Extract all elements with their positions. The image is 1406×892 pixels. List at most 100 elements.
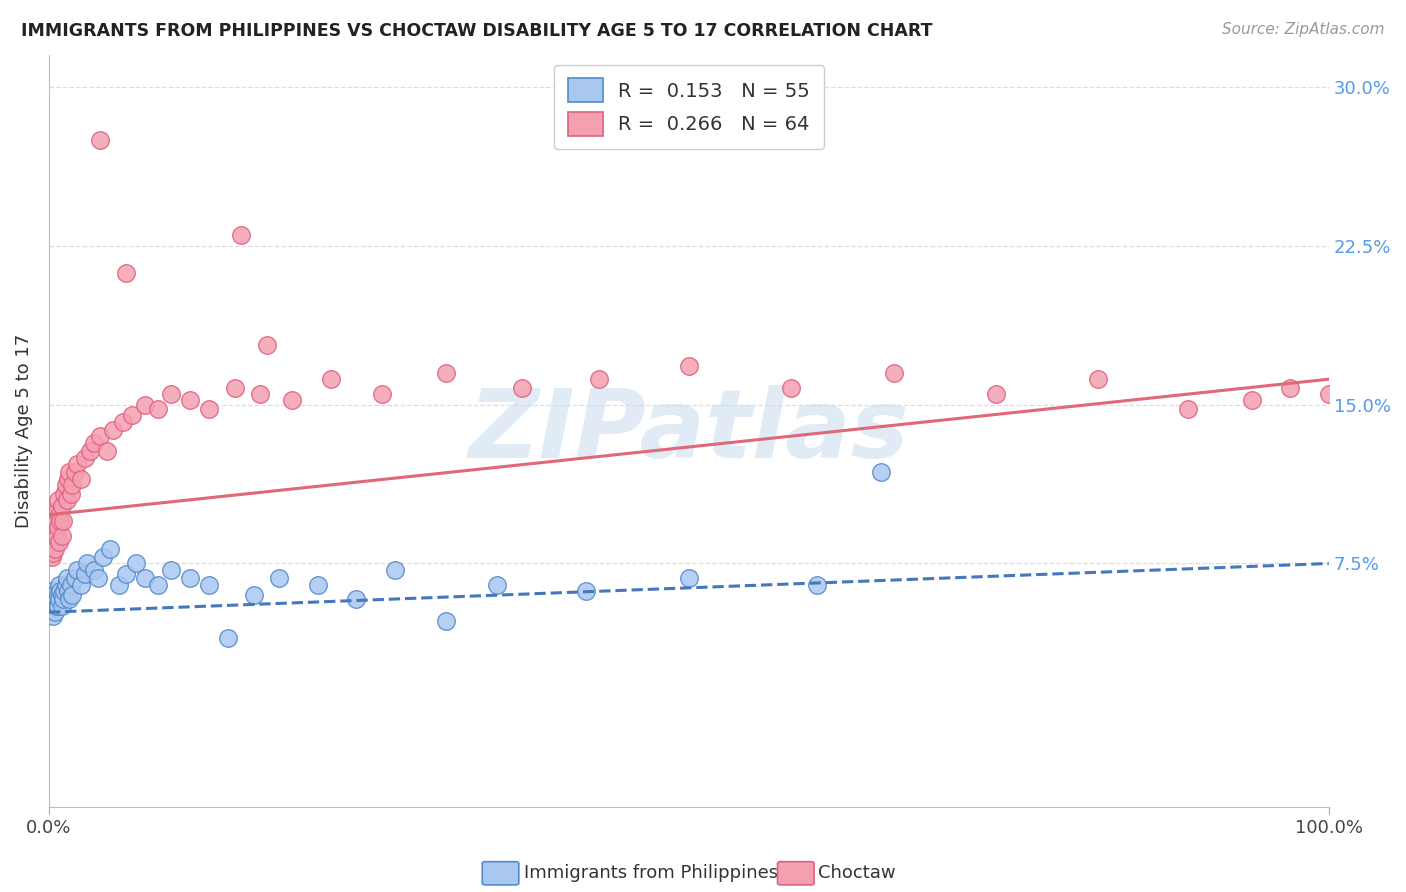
Point (63, 571, 86, 585)
Point (869, 466, 891, 480)
Point (485, 577, 508, 591)
Point (1087, 372, 1109, 386)
Legend: R =  0.153   N = 55, R =  0.266   N = 64: R = 0.153 N = 55, R = 0.266 N = 64 (554, 65, 824, 149)
Point (51, 529, 73, 543)
Point (108, 577, 131, 591)
Point (46, 588, 69, 602)
Point (146, 577, 169, 591)
Text: ZIPatlas: ZIPatlas (468, 384, 910, 477)
Point (44, 541, 66, 556)
Point (46, 492, 69, 507)
Point (56, 492, 79, 507)
Point (229, 228, 252, 243)
Point (56, 472, 79, 486)
Point (281, 393, 304, 408)
Point (114, 266, 136, 280)
Point (588, 372, 610, 386)
Point (52, 592, 75, 607)
Point (1177, 401, 1199, 416)
Point (58, 592, 80, 607)
Point (39, 535, 62, 549)
Point (1240, 393, 1263, 408)
Point (256, 338, 278, 352)
Point (44, 605, 66, 619)
Point (224, 381, 246, 395)
Point (384, 563, 406, 577)
Point (48, 577, 70, 591)
Point (42, 503, 65, 517)
Point (51, 588, 73, 602)
Point (70, 577, 93, 591)
Point (66, 457, 89, 471)
Point (319, 372, 342, 386)
Point (198, 401, 221, 416)
Text: Immigrants from Philippines: Immigrants from Philippines (524, 864, 779, 882)
Point (49, 584, 72, 599)
Point (146, 401, 169, 416)
Point (678, 359, 700, 374)
Point (79, 444, 101, 458)
Point (52, 514, 75, 528)
Point (806, 577, 828, 591)
Point (60, 588, 83, 602)
Point (242, 588, 264, 602)
Point (56, 571, 79, 585)
Point (121, 408, 143, 422)
Point (575, 584, 598, 599)
Point (883, 366, 905, 380)
Point (51, 500, 73, 514)
Point (41, 514, 63, 528)
Point (249, 387, 271, 401)
Point (125, 557, 148, 571)
Point (101, 423, 124, 437)
Point (41, 592, 63, 607)
Text: Source: ZipAtlas.com: Source: ZipAtlas.com (1222, 22, 1385, 37)
Point (89, 429, 111, 443)
Point (678, 571, 700, 585)
Point (42, 529, 65, 543)
Point (45, 529, 67, 543)
Point (114, 567, 136, 582)
Text: IMMIGRANTS FROM PHILIPPINES VS CHOCTAW DISABILITY AGE 5 TO 17 CORRELATION CHART: IMMIGRANTS FROM PHILIPPINES VS CHOCTAW D… (21, 22, 932, 40)
Point (134, 571, 156, 585)
Point (96, 444, 118, 458)
Point (44, 588, 66, 602)
Point (984, 387, 1007, 401)
Point (53, 486, 76, 500)
Point (91, 550, 114, 565)
Point (73, 567, 96, 582)
Point (56, 584, 79, 599)
Point (60, 478, 83, 492)
Point (49, 514, 72, 528)
Point (42, 592, 65, 607)
Point (73, 450, 96, 465)
Point (344, 592, 367, 607)
Point (269, 571, 291, 585)
Point (83, 563, 105, 577)
Point (55, 478, 77, 492)
Point (83, 435, 105, 450)
Point (159, 387, 181, 401)
Point (100, 541, 122, 556)
Point (198, 577, 221, 591)
Y-axis label: Disability Age 5 to 17: Disability Age 5 to 17 (15, 334, 32, 528)
Point (45, 592, 67, 607)
Point (48, 508, 70, 522)
Point (89, 133, 111, 147)
Point (42, 588, 65, 602)
Point (1317, 387, 1340, 401)
Point (434, 614, 457, 628)
Point (59, 486, 82, 500)
Point (39, 520, 62, 534)
Point (1279, 381, 1302, 395)
Point (48, 592, 70, 607)
Text: Choctaw: Choctaw (818, 864, 896, 882)
Point (66, 563, 89, 577)
Point (217, 631, 239, 645)
Point (51, 599, 73, 613)
Point (48, 535, 70, 549)
Point (42, 546, 65, 560)
Point (134, 398, 156, 412)
Point (86, 571, 108, 585)
Point (44, 514, 66, 528)
